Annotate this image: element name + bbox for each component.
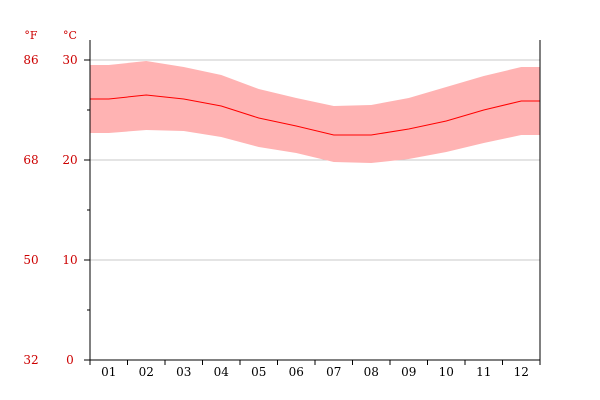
x-tick-label: 11	[476, 365, 491, 379]
y-tick-label-fahrenheit: 50	[23, 253, 38, 267]
x-tick-label: 09	[401, 365, 416, 379]
y-tick-label-celsius: 0	[66, 353, 74, 367]
y-tick-label-celsius: 20	[62, 153, 77, 167]
x-tick-label: 01	[101, 365, 116, 379]
x-tick-label: 04	[214, 365, 230, 379]
x-tick-label: 10	[439, 365, 454, 379]
x-tick-label: 02	[139, 365, 154, 379]
x-tick-label: 05	[251, 365, 266, 379]
fahrenheit-unit-label: °F	[24, 29, 38, 42]
axis-labels: 0 32 10 50 20 68 30 86 01 02 03 04 05 06 07 08 09 10 11 12	[23, 53, 529, 379]
mean-temperature-line	[90, 94, 540, 136]
x-tick-label: 06	[289, 365, 304, 379]
celsius-unit-label: °C	[63, 29, 77, 42]
x-tick-label: 12	[514, 365, 529, 379]
x-tick-label: 03	[176, 365, 191, 379]
x-tick-label: 07	[326, 365, 341, 379]
x-tick-label: 08	[364, 365, 379, 379]
temperature-range-band	[90, 61, 540, 163]
y-tick-label-fahrenheit: 68	[23, 153, 38, 167]
y-tick-label-celsius: 30	[62, 53, 77, 67]
y-tick-label-fahrenheit: 86	[23, 53, 38, 67]
grid-lines	[90, 59, 540, 261]
y-tick-label-fahrenheit: 32	[23, 353, 38, 367]
y-tick-label-celsius: 10	[62, 253, 77, 267]
axes	[84, 40, 541, 365]
